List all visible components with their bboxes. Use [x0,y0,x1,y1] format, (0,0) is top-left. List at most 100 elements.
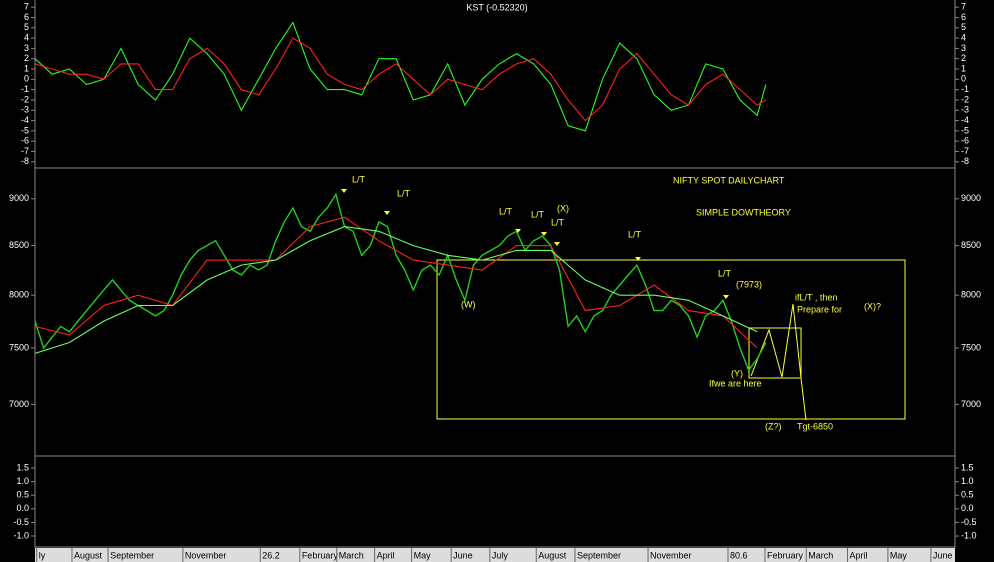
x-tick-label: February [767,550,804,560]
zigzag [750,303,807,421]
y-tick-label: -1 [21,84,29,94]
y-tick-label: -8 [961,156,969,166]
kst-title: KST (-0.52320) [466,2,527,12]
y-tick-label: -1.0 [13,530,29,540]
x-tick-label: August [538,550,567,560]
target-box [748,327,802,379]
y-tick-label: 0 [24,74,29,84]
y-tick-label: 1.5 [961,462,974,472]
annotation: (W) [461,299,476,309]
y-tick-label: 0.0 [961,503,974,513]
annotation: L/T [397,188,411,198]
y-tick-label: -0.5 [13,517,29,527]
y-tick-label: 3 [24,43,29,53]
x-tick-label: June [453,550,473,560]
annotation: NIFTY SPOT DAILYCHART [673,175,785,185]
annotation: L/T [531,209,545,219]
x-tick-label: 26.2 [262,550,280,560]
y-tick-label: -7 [21,146,29,156]
y-tick-label: -2 [961,94,969,104]
arrow [541,226,547,236]
y-tick-label: 4 [24,32,29,42]
arrow [384,205,390,215]
y-tick-label: 4 [961,32,966,42]
y-tick-label: 2 [24,53,29,63]
annotation: (X) [557,203,569,213]
y-tick-label: 8000 [961,290,981,300]
x-tick-label: September [577,550,621,560]
x-tick-label: November [185,550,227,560]
y-tick-label: 8500 [9,240,29,250]
y-tick-label: 9000 [9,193,29,203]
y-tick-label: -1.0 [961,530,977,540]
series-line [34,21,767,132]
y-tick-label: -5 [961,125,969,135]
y-tick-label: 7500 [961,342,981,352]
x-tick-label: May [414,550,432,560]
y-tick-label: 5 [961,22,966,32]
x-tick-label: April [850,550,868,560]
x-tick-label: September [110,550,154,560]
x-axis-band [35,548,955,562]
annotation: Ifwe are here [709,378,762,388]
y-tick-label: -6 [961,136,969,146]
y-tick-label: -0.5 [961,517,977,527]
x-tick-label: ly [39,550,46,560]
frame [34,0,956,548]
series-line [34,192,767,372]
range-box [436,259,906,420]
x-tick-label: June [933,550,953,560]
x-tick-label: July [492,550,509,560]
series-line [34,226,758,354]
x-tick-label: 80.6 [730,550,748,560]
arrow [635,251,641,261]
y-tick-label: 0.0 [16,503,29,513]
y-tick-label: -5 [21,125,29,135]
y-tick-label: 7000 [9,399,29,409]
annotation: L/T [718,268,732,278]
annotation: SIMPLE DOWTHEORY [696,207,791,217]
annotation: L/T [499,206,513,216]
y-tick-label: -3 [961,105,969,115]
y-tick-label: -4 [21,115,29,125]
arrow [515,223,521,233]
y-tick-label: 8500 [961,240,981,250]
y-tick-label: 1.0 [961,476,974,486]
y-tick-label: 7 [961,2,966,12]
y-tick-label: 3 [961,43,966,53]
y-tick-label: 6 [24,12,29,22]
annotation: L/T [628,229,642,239]
y-tick-label: 0.5 [961,490,974,500]
y-tick-label: 9000 [961,193,981,203]
y-tick-label: 7000 [961,399,981,409]
annotation: (7973) [736,279,762,289]
y-tick-label: -3 [21,105,29,115]
y-tick-label: 1.0 [16,476,29,486]
y-tick-label: 6 [961,12,966,22]
annotation: (Z?) [765,421,782,431]
y-tick-label: 5 [24,22,29,32]
y-tick-label: 1 [961,63,966,73]
annotation: (X)? [864,301,881,311]
x-tick-label: November [650,550,692,560]
annotation: Tgt-6850 [797,421,833,431]
x-tick-label: August [74,550,103,560]
annotation: ifL/T , then [795,292,837,302]
x-tick-label: February [302,550,339,560]
y-tick-label: 0.5 [16,490,29,500]
y-tick-label: 7 [24,2,29,12]
x-tick-label: March [339,550,364,560]
y-tick-label: -7 [961,146,969,156]
x-tick-label: March [808,550,833,560]
y-tick-label: 7500 [9,342,29,352]
arrows [341,183,729,299]
arrow [341,183,347,193]
dow-drawing [436,259,906,421]
arrow [554,236,560,246]
annotation: L/T [551,217,565,227]
y-tick-label: 8000 [9,290,29,300]
annotation: (Y) [731,368,743,378]
